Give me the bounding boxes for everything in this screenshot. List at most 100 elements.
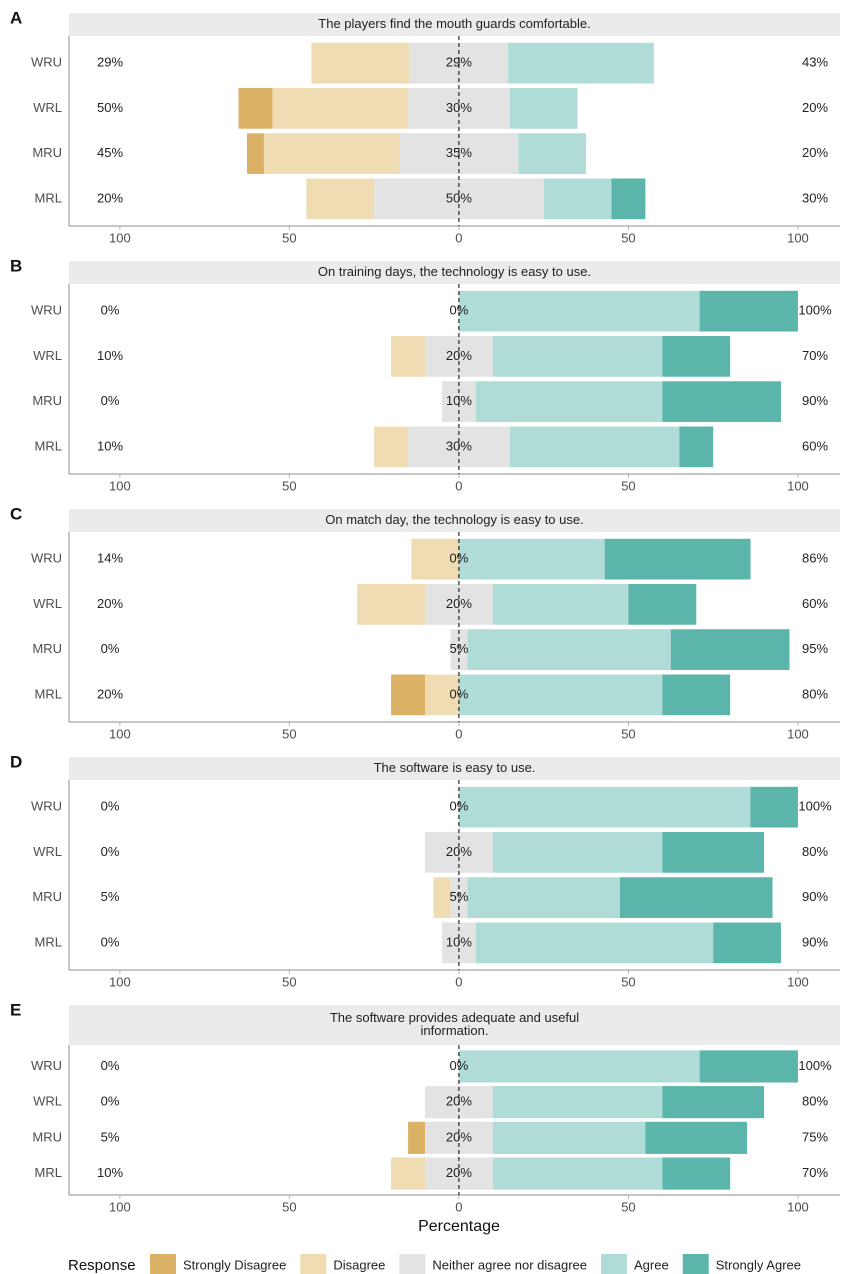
- y-tick-label: WRL: [33, 348, 62, 363]
- left-label: 0%: [101, 799, 120, 814]
- x-tick-label: 50: [282, 726, 296, 741]
- right-label: 90%: [802, 393, 828, 408]
- panel-title: The software is easy to use.: [374, 760, 536, 775]
- left-label: 0%: [101, 934, 120, 949]
- bar-segment: Disagree: [391, 336, 426, 377]
- bar-segment: Disagree: [357, 584, 426, 625]
- panel-title: On match day, the technology is easy to …: [325, 512, 583, 527]
- bar-segment: Disagree: [374, 426, 409, 468]
- bar-segment: Neither agree nor disagree: [399, 133, 519, 174]
- strip: [69, 261, 840, 284]
- right-label: 80%: [802, 686, 828, 701]
- x-tick-label: 0: [455, 1199, 462, 1214]
- x-tick-label: 100: [787, 974, 809, 989]
- legend-label: Strongly Disagree: [183, 1257, 286, 1272]
- left-label: 0%: [101, 1094, 120, 1109]
- x-tick-label: 50: [621, 478, 635, 493]
- bar-segment: Agree: [467, 877, 620, 918]
- bar-segment: Strongly Agree: [628, 584, 697, 625]
- x-tick-label: 0: [455, 974, 462, 989]
- legend-title: Response: [68, 1257, 136, 1274]
- y-tick-label: WRL: [33, 596, 62, 611]
- panel-letter: E: [10, 1000, 21, 1019]
- panel-letter: C: [10, 504, 22, 523]
- center-label: 35%: [446, 145, 472, 160]
- bar-segment: Strongly Disagree: [238, 88, 273, 129]
- left-label: 5%: [101, 1129, 120, 1144]
- center-label: 0%: [450, 1058, 469, 1073]
- panel-letter: B: [10, 256, 22, 275]
- bar-segment: Agree: [458, 538, 605, 580]
- x-tick-label: 50: [621, 1199, 635, 1214]
- x-tick-label: 0: [455, 478, 462, 493]
- bar-segment: Neither agree nor disagree: [450, 877, 468, 918]
- bar-segment: Agree: [543, 178, 612, 220]
- bar-segment: Strongly Agree: [604, 538, 751, 580]
- panel-title: On training days, the technology is easy…: [318, 264, 591, 279]
- bar-segment: Disagree: [391, 1157, 426, 1190]
- right-label: 30%: [802, 190, 828, 205]
- x-tick-label: 100: [109, 230, 131, 245]
- y-tick-label: WRU: [31, 799, 62, 814]
- left-label: 29%: [97, 55, 123, 70]
- bar-segment: Strongly Agree: [662, 832, 765, 873]
- left-label: 50%: [97, 100, 123, 115]
- x-tick-label: 100: [109, 726, 131, 741]
- bar-segment: Agree: [458, 786, 751, 828]
- bar-segment: Disagree: [433, 877, 451, 918]
- right-label: 80%: [802, 844, 828, 859]
- bar-segment: Strongly Agree: [699, 1050, 798, 1083]
- y-tick-label: MRL: [35, 438, 62, 453]
- bar-segment: Agree: [492, 1086, 663, 1119]
- bar-segment: Neither agree nor disagree: [409, 42, 509, 84]
- y-tick-label: WRL: [33, 844, 62, 859]
- bar-segment: Strongly Agree: [662, 1157, 731, 1190]
- y-tick-label: MRU: [32, 145, 62, 160]
- left-label: 20%: [97, 596, 123, 611]
- left-label: 10%: [97, 438, 123, 453]
- right-label: 90%: [802, 889, 828, 904]
- right-label: 20%: [802, 100, 828, 115]
- x-tick-label: 100: [109, 1199, 131, 1214]
- right-label: 100%: [798, 799, 832, 814]
- y-tick-label: WRU: [31, 55, 62, 70]
- y-tick-label: MRL: [35, 1165, 62, 1180]
- strip: [69, 757, 840, 780]
- bar-segment: Strongly Disagree: [391, 674, 426, 716]
- y-tick-label: WRL: [33, 1094, 62, 1109]
- y-tick-label: WRL: [33, 100, 62, 115]
- bar-segment: Strongly Agree: [619, 877, 773, 918]
- center-label: 5%: [450, 641, 469, 656]
- x-tick-label: 50: [282, 478, 296, 493]
- x-tick-label: 100: [787, 726, 809, 741]
- bar-segment: Agree: [492, 1157, 663, 1190]
- bar-segment: Strongly Agree: [750, 786, 798, 828]
- legend-label: Strongly Agree: [716, 1257, 801, 1272]
- left-label: 0%: [101, 641, 120, 656]
- x-tick-label: 50: [282, 1199, 296, 1214]
- bar-segment: Strongly Agree: [662, 336, 731, 377]
- bar-segment: Strongly Agree: [662, 381, 782, 422]
- x-tick-label: 50: [282, 230, 296, 245]
- center-label: 0%: [450, 551, 469, 566]
- bar-segment: Agree: [458, 290, 700, 332]
- bar-segment: Strongly Agree: [662, 674, 731, 716]
- bar-segment: Disagree: [272, 88, 409, 129]
- x-tick-label: 100: [787, 478, 809, 493]
- legend-label: Neither agree nor disagree: [432, 1257, 587, 1272]
- left-label: 45%: [97, 145, 123, 160]
- bar-segment: Disagree: [311, 42, 410, 84]
- x-tick-label: 50: [282, 974, 296, 989]
- right-label: 95%: [802, 641, 828, 656]
- y-tick-label: WRU: [31, 1058, 62, 1073]
- bar-segment: Agree: [518, 133, 587, 174]
- y-tick-label: MRL: [35, 934, 62, 949]
- bar-segment: Agree: [492, 832, 663, 873]
- bar-segment: Agree: [509, 426, 680, 468]
- y-tick-label: MRL: [35, 190, 62, 205]
- right-label: 100%: [798, 303, 832, 318]
- bar-segment: Strongly Agree: [679, 426, 714, 468]
- bar-segment: Strongly Agree: [699, 290, 798, 332]
- legend-label: Disagree: [333, 1257, 385, 1272]
- strip: [69, 1005, 840, 1045]
